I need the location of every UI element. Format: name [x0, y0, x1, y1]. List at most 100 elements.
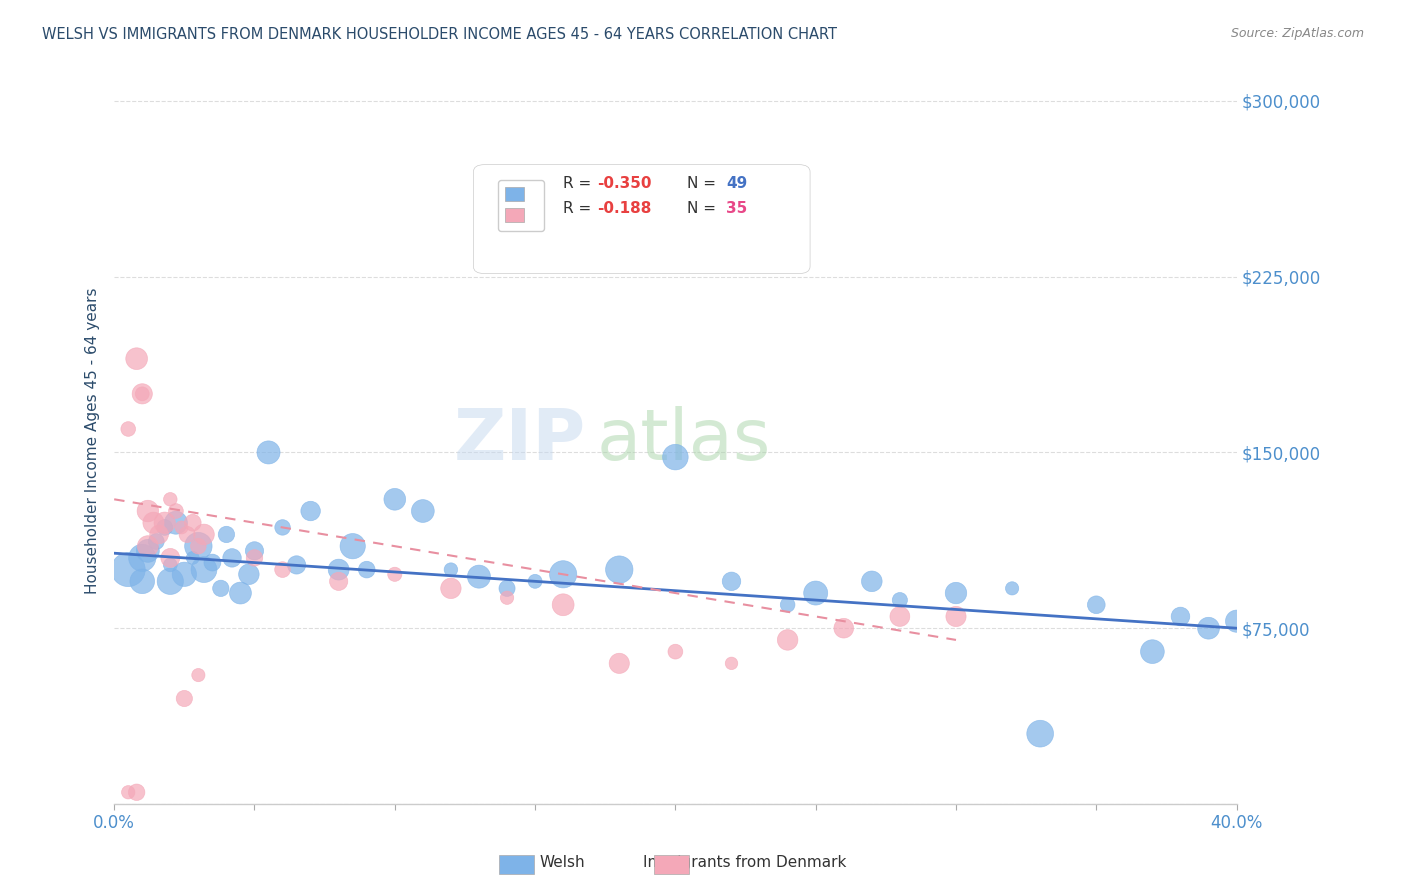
Point	[299, 504, 322, 518]
Text: N =: N =	[686, 201, 720, 216]
Point	[187, 539, 209, 553]
Point	[159, 492, 181, 507]
Point	[496, 591, 519, 605]
Text: Source: ZipAtlas.com: Source: ZipAtlas.com	[1230, 27, 1364, 40]
Point	[889, 593, 911, 607]
Point	[496, 582, 519, 596]
Point	[553, 567, 575, 582]
Point	[356, 563, 378, 577]
Text: Immigrants from Denmark: Immigrants from Denmark	[644, 855, 846, 870]
Point	[1198, 621, 1220, 635]
Point	[117, 785, 139, 799]
FancyBboxPatch shape	[474, 165, 810, 274]
Point	[440, 563, 463, 577]
Point	[187, 539, 209, 553]
Text: R =: R =	[564, 201, 602, 216]
Point	[832, 621, 855, 635]
Point	[201, 556, 224, 570]
Y-axis label: Householder Income Ages 45 - 64 years: Householder Income Ages 45 - 64 years	[86, 287, 100, 594]
Point	[285, 558, 308, 572]
Point	[776, 632, 799, 647]
Point	[945, 586, 967, 600]
Point	[243, 544, 266, 558]
Point	[145, 534, 167, 549]
Point	[1142, 645, 1164, 659]
Point	[720, 574, 742, 589]
Point	[664, 450, 686, 464]
Legend: , : ,	[498, 179, 544, 231]
Text: -0.350: -0.350	[596, 176, 651, 191]
Point	[193, 563, 215, 577]
Point	[159, 574, 181, 589]
Point	[860, 574, 883, 589]
Point	[889, 609, 911, 624]
Text: Welsh: Welsh	[540, 855, 585, 870]
Point	[1226, 614, 1249, 628]
Point	[159, 550, 181, 565]
Point	[238, 567, 260, 582]
Point	[1170, 609, 1192, 624]
Point	[664, 645, 686, 659]
Point	[136, 544, 159, 558]
Point	[328, 563, 350, 577]
Point	[607, 563, 630, 577]
Point	[271, 563, 294, 577]
Point	[384, 492, 406, 507]
Point	[342, 539, 364, 553]
Point	[607, 657, 630, 671]
Text: 49: 49	[725, 176, 747, 191]
Point	[131, 387, 153, 401]
Text: ZIP: ZIP	[453, 406, 585, 475]
Point	[117, 422, 139, 436]
Point	[165, 516, 187, 530]
Point	[1085, 598, 1108, 612]
Point	[328, 574, 350, 589]
Point	[524, 574, 547, 589]
Point	[148, 527, 170, 541]
Point	[776, 598, 799, 612]
Point	[209, 582, 232, 596]
Point	[271, 520, 294, 534]
Point	[117, 563, 139, 577]
Point	[412, 504, 434, 518]
Point	[243, 550, 266, 565]
Text: 35: 35	[725, 201, 747, 216]
Point	[945, 609, 967, 624]
Point	[193, 527, 215, 541]
Point	[1029, 727, 1052, 741]
Point	[468, 569, 491, 583]
Point	[173, 691, 195, 706]
Point	[136, 539, 159, 553]
Point	[125, 351, 148, 366]
Point	[136, 504, 159, 518]
Point	[440, 582, 463, 596]
Point	[215, 527, 238, 541]
Point	[221, 550, 243, 565]
Point	[181, 516, 204, 530]
Point	[159, 558, 181, 572]
Point	[170, 520, 193, 534]
Text: atlas: atlas	[596, 406, 772, 475]
Text: R =: R =	[564, 176, 602, 191]
Point	[720, 657, 742, 671]
Point	[804, 586, 827, 600]
Point	[131, 550, 153, 565]
Point	[229, 586, 252, 600]
Point	[142, 516, 165, 530]
Point	[257, 445, 280, 459]
Point	[187, 668, 209, 682]
Point	[173, 567, 195, 582]
Point	[165, 504, 187, 518]
Point	[131, 387, 153, 401]
Point	[181, 550, 204, 565]
Text: WELSH VS IMMIGRANTS FROM DENMARK HOUSEHOLDER INCOME AGES 45 - 64 YEARS CORRELATI: WELSH VS IMMIGRANTS FROM DENMARK HOUSEHO…	[42, 27, 837, 42]
Point	[131, 574, 153, 589]
Point	[1001, 582, 1024, 596]
Point	[153, 520, 176, 534]
Point	[176, 527, 198, 541]
Point	[125, 785, 148, 799]
Point	[553, 598, 575, 612]
Point	[153, 516, 176, 530]
Point	[384, 567, 406, 582]
Text: -0.188: -0.188	[596, 201, 651, 216]
